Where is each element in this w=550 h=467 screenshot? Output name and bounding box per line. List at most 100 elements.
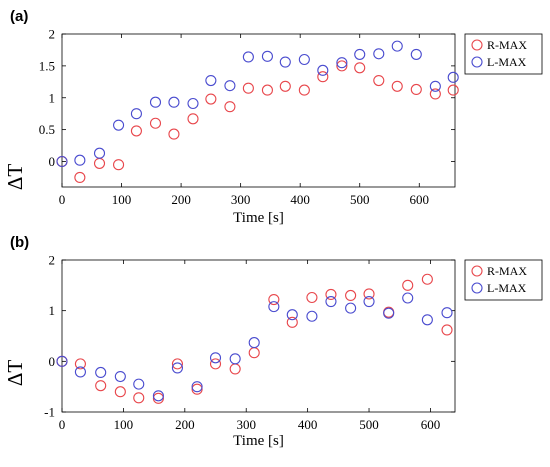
x-tick-label: 0 bbox=[59, 417, 66, 432]
data-point bbox=[363, 288, 375, 300]
legend: R-MAX L-MAX bbox=[464, 33, 543, 75]
data-point bbox=[354, 62, 366, 74]
x-tick-label: 100 bbox=[114, 417, 134, 432]
data-point bbox=[93, 147, 106, 159]
data-point bbox=[441, 307, 453, 319]
panel-label: (a) bbox=[10, 8, 28, 25]
legend: R-MAX L-MAX bbox=[464, 259, 543, 301]
panel-label: (b) bbox=[10, 234, 29, 251]
data-point bbox=[229, 353, 241, 365]
data-point bbox=[345, 289, 357, 302]
x-axis-label: Time [s] bbox=[233, 433, 284, 449]
x-tick-label: 400 bbox=[298, 417, 318, 432]
y-axis-label: ΔT bbox=[3, 164, 27, 191]
data-point bbox=[224, 80, 236, 92]
data-point bbox=[209, 352, 222, 364]
data-point bbox=[286, 316, 298, 328]
plot-frame bbox=[61, 33, 456, 188]
data-point bbox=[410, 83, 422, 96]
data-point bbox=[149, 96, 162, 108]
legend-marker bbox=[471, 56, 483, 68]
data-point bbox=[191, 381, 203, 393]
data-point bbox=[429, 80, 441, 92]
legend-entry: R-MAX bbox=[487, 38, 527, 52]
data-point bbox=[325, 295, 337, 308]
data-point bbox=[261, 50, 273, 62]
data-point bbox=[325, 288, 337, 301]
data-point bbox=[383, 307, 395, 319]
panel-b: (b) 0 100 200 300 400 500 600 -1 0 1 2 Time [s] ΔT R-M… bbox=[3, 234, 543, 449]
data-point bbox=[242, 82, 254, 94]
data-point bbox=[74, 171, 86, 183]
data-point bbox=[298, 84, 310, 96]
data-point bbox=[373, 48, 385, 60]
data-point bbox=[345, 302, 357, 314]
data-point bbox=[74, 366, 86, 378]
data-point bbox=[205, 74, 217, 87]
x-axis-label: Time [s] bbox=[233, 210, 284, 226]
x-tick-label: 100 bbox=[112, 192, 132, 207]
data-point bbox=[130, 125, 142, 137]
data-point bbox=[279, 80, 291, 92]
y-tick-label: 2 bbox=[49, 253, 56, 268]
data-point bbox=[402, 292, 414, 304]
data-point bbox=[224, 101, 236, 113]
data-point bbox=[171, 358, 183, 370]
data-point bbox=[205, 93, 217, 105]
data-point bbox=[354, 48, 366, 60]
x-tick-label: 200 bbox=[175, 417, 195, 432]
series-r-max bbox=[56, 60, 459, 183]
x-tick-label: 200 bbox=[171, 192, 191, 207]
data-point bbox=[373, 74, 385, 87]
data-point bbox=[93, 157, 106, 169]
data-point bbox=[391, 40, 403, 52]
data-point bbox=[306, 310, 318, 322]
x-tick-label: 500 bbox=[350, 192, 370, 207]
data-point bbox=[56, 355, 68, 367]
data-point bbox=[298, 53, 310, 66]
data-point bbox=[279, 56, 291, 68]
data-point bbox=[447, 71, 459, 83]
legend-marker bbox=[471, 39, 483, 51]
data-point bbox=[168, 128, 180, 140]
data-point bbox=[114, 386, 126, 398]
data-point bbox=[74, 154, 86, 166]
x-tick-label: 0 bbox=[59, 192, 66, 207]
data-point bbox=[363, 295, 375, 308]
panel-a: (a) 0 100 200 300 400 500 600 0 0.5 1 1.5 2 Time [s] Δ… bbox=[3, 8, 543, 226]
y-tick-label: 1.5 bbox=[39, 58, 55, 73]
data-point bbox=[410, 48, 422, 60]
data-point bbox=[268, 293, 280, 306]
y-tick-label: 0 bbox=[49, 154, 56, 169]
data-point bbox=[209, 358, 222, 370]
data-point bbox=[229, 363, 241, 375]
data-point bbox=[336, 57, 348, 69]
data-point bbox=[441, 324, 453, 336]
data-point bbox=[336, 60, 348, 72]
data-point bbox=[286, 309, 298, 321]
legend-entry: R-MAX bbox=[487, 264, 527, 278]
data-point bbox=[429, 88, 441, 100]
legend-entry: L-MAX bbox=[487, 55, 527, 69]
y-axis-label: ΔT bbox=[3, 360, 27, 387]
data-point bbox=[317, 64, 329, 76]
series-l-max bbox=[56, 292, 453, 402]
legend-marker bbox=[471, 265, 483, 277]
x-tick-label: 300 bbox=[236, 417, 256, 432]
plot-frame bbox=[61, 259, 456, 413]
data-point bbox=[114, 370, 126, 383]
data-point bbox=[74, 358, 86, 370]
data-point bbox=[261, 84, 273, 96]
series-l-max bbox=[56, 40, 459, 168]
data-point bbox=[149, 117, 162, 129]
y-tick-label: -1 bbox=[44, 405, 55, 420]
data-point bbox=[242, 51, 254, 63]
legend-marker bbox=[471, 282, 483, 294]
data-point bbox=[130, 108, 142, 120]
data-point bbox=[113, 119, 125, 131]
data-point bbox=[95, 366, 107, 379]
y-tick-label: 0.5 bbox=[39, 122, 55, 137]
data-point bbox=[421, 273, 433, 285]
data-point bbox=[187, 113, 199, 125]
